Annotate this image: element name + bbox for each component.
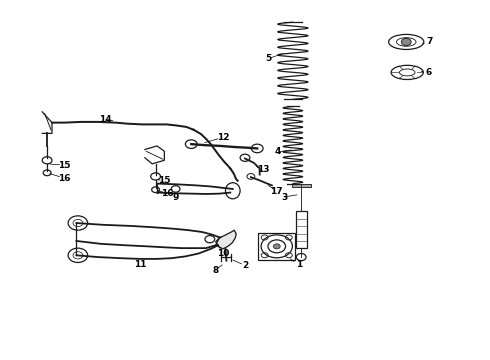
Text: 2: 2 [242, 261, 248, 270]
Circle shape [273, 244, 280, 249]
Text: 16: 16 [58, 174, 71, 183]
Text: 5: 5 [265, 54, 271, 63]
Bar [258, 233, 295, 260]
Text: 13: 13 [257, 165, 270, 174]
Text: 17: 17 [270, 187, 283, 196]
Text: 10: 10 [217, 249, 229, 258]
Text: 11: 11 [134, 260, 146, 269]
Text: 14: 14 [99, 114, 112, 123]
Text: 15: 15 [58, 161, 71, 170]
Circle shape [401, 39, 411, 45]
Text: 1: 1 [295, 260, 302, 269]
Polygon shape [42, 112, 52, 134]
Text: 6: 6 [425, 68, 431, 77]
Polygon shape [216, 230, 236, 249]
Text: 12: 12 [217, 133, 229, 142]
Text: 16: 16 [161, 189, 173, 198]
Text: 15: 15 [158, 176, 171, 185]
Text: 9: 9 [172, 193, 179, 202]
Text: 3: 3 [281, 193, 287, 202]
Bar [296, 211, 307, 248]
Text: 7: 7 [426, 37, 433, 46]
Bar [292, 184, 311, 187]
Polygon shape [145, 146, 164, 164]
Text: 8: 8 [213, 266, 219, 275]
Text: 4: 4 [275, 147, 281, 156]
